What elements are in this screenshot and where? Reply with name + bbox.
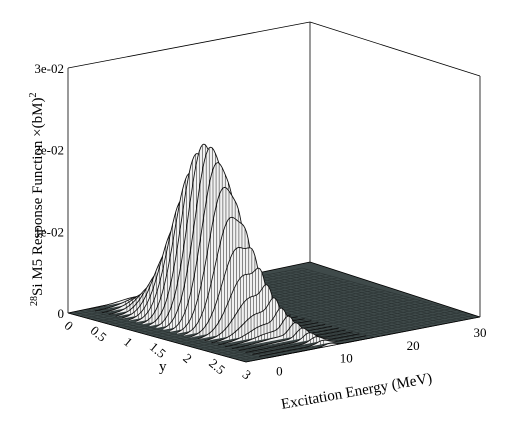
y-axis-title: y bbox=[159, 359, 167, 375]
x-tick-label: 20 bbox=[407, 338, 420, 353]
x-tick-label: 30 bbox=[474, 325, 487, 340]
z-tick-label: 3e-02 bbox=[34, 61, 64, 76]
frame-top-back-left bbox=[67, 21, 311, 69]
frame-top-back-right bbox=[309, 21, 481, 77]
x-tick-label: 10 bbox=[340, 351, 353, 366]
z-axis-title-mass-number: 28 bbox=[29, 296, 40, 306]
surface-profile bbox=[238, 327, 346, 352]
surface-profile bbox=[211, 297, 319, 344]
floor-grid-line bbox=[234, 313, 469, 360]
y-tick-label: 1.5 bbox=[147, 339, 169, 361]
floor-grid-line bbox=[222, 310, 457, 356]
y-tick-label: 3 bbox=[240, 367, 255, 383]
z-axis-title-text: Si M5 Response Function ×(bM) bbox=[30, 98, 46, 296]
x-axis-title: Excitation Energy (MeV) bbox=[280, 371, 433, 413]
floor-grid-line bbox=[216, 308, 451, 355]
surface-profile bbox=[252, 333, 360, 355]
surface-profile bbox=[217, 307, 326, 346]
response-surface bbox=[88, 143, 374, 359]
x-tick-label: 0 bbox=[276, 364, 283, 379]
y-tick-label: 2 bbox=[180, 350, 195, 366]
z-tick-label: 0 bbox=[58, 306, 65, 321]
frame-floor-back-right bbox=[309, 261, 481, 318]
surface-profile bbox=[231, 322, 339, 350]
surface-slice bbox=[211, 297, 319, 344]
surface-slice bbox=[225, 316, 332, 347]
floor-grid-line bbox=[192, 302, 427, 348]
surface-slice bbox=[231, 322, 339, 349]
z-axis-title-power: 2 bbox=[28, 93, 39, 98]
surface-profile bbox=[245, 331, 353, 353]
y-axis-line bbox=[67, 312, 247, 363]
x-axis-line bbox=[245, 316, 481, 363]
x-tick-labels: 0 10 20 30 bbox=[276, 325, 486, 379]
floor-grid-line bbox=[228, 311, 463, 358]
z-axis-title: 28Si M5 Response Function ×(bM)2 bbox=[28, 93, 46, 306]
surface-profile bbox=[259, 335, 367, 357]
z-tick-label: 2e-02 bbox=[34, 143, 64, 158]
floor-grid-line bbox=[240, 315, 475, 361]
surface-slice bbox=[218, 308, 326, 345]
y-tick-label: 0.5 bbox=[88, 323, 110, 345]
y-tick-label: 1 bbox=[121, 334, 136, 350]
y-tick-label: 2.5 bbox=[206, 355, 228, 377]
z-tick-label: 1e-02 bbox=[34, 224, 64, 239]
z-tick-labels: 0 1e-02 2e-02 3e-02 bbox=[34, 61, 64, 321]
surface-profile bbox=[224, 315, 333, 348]
